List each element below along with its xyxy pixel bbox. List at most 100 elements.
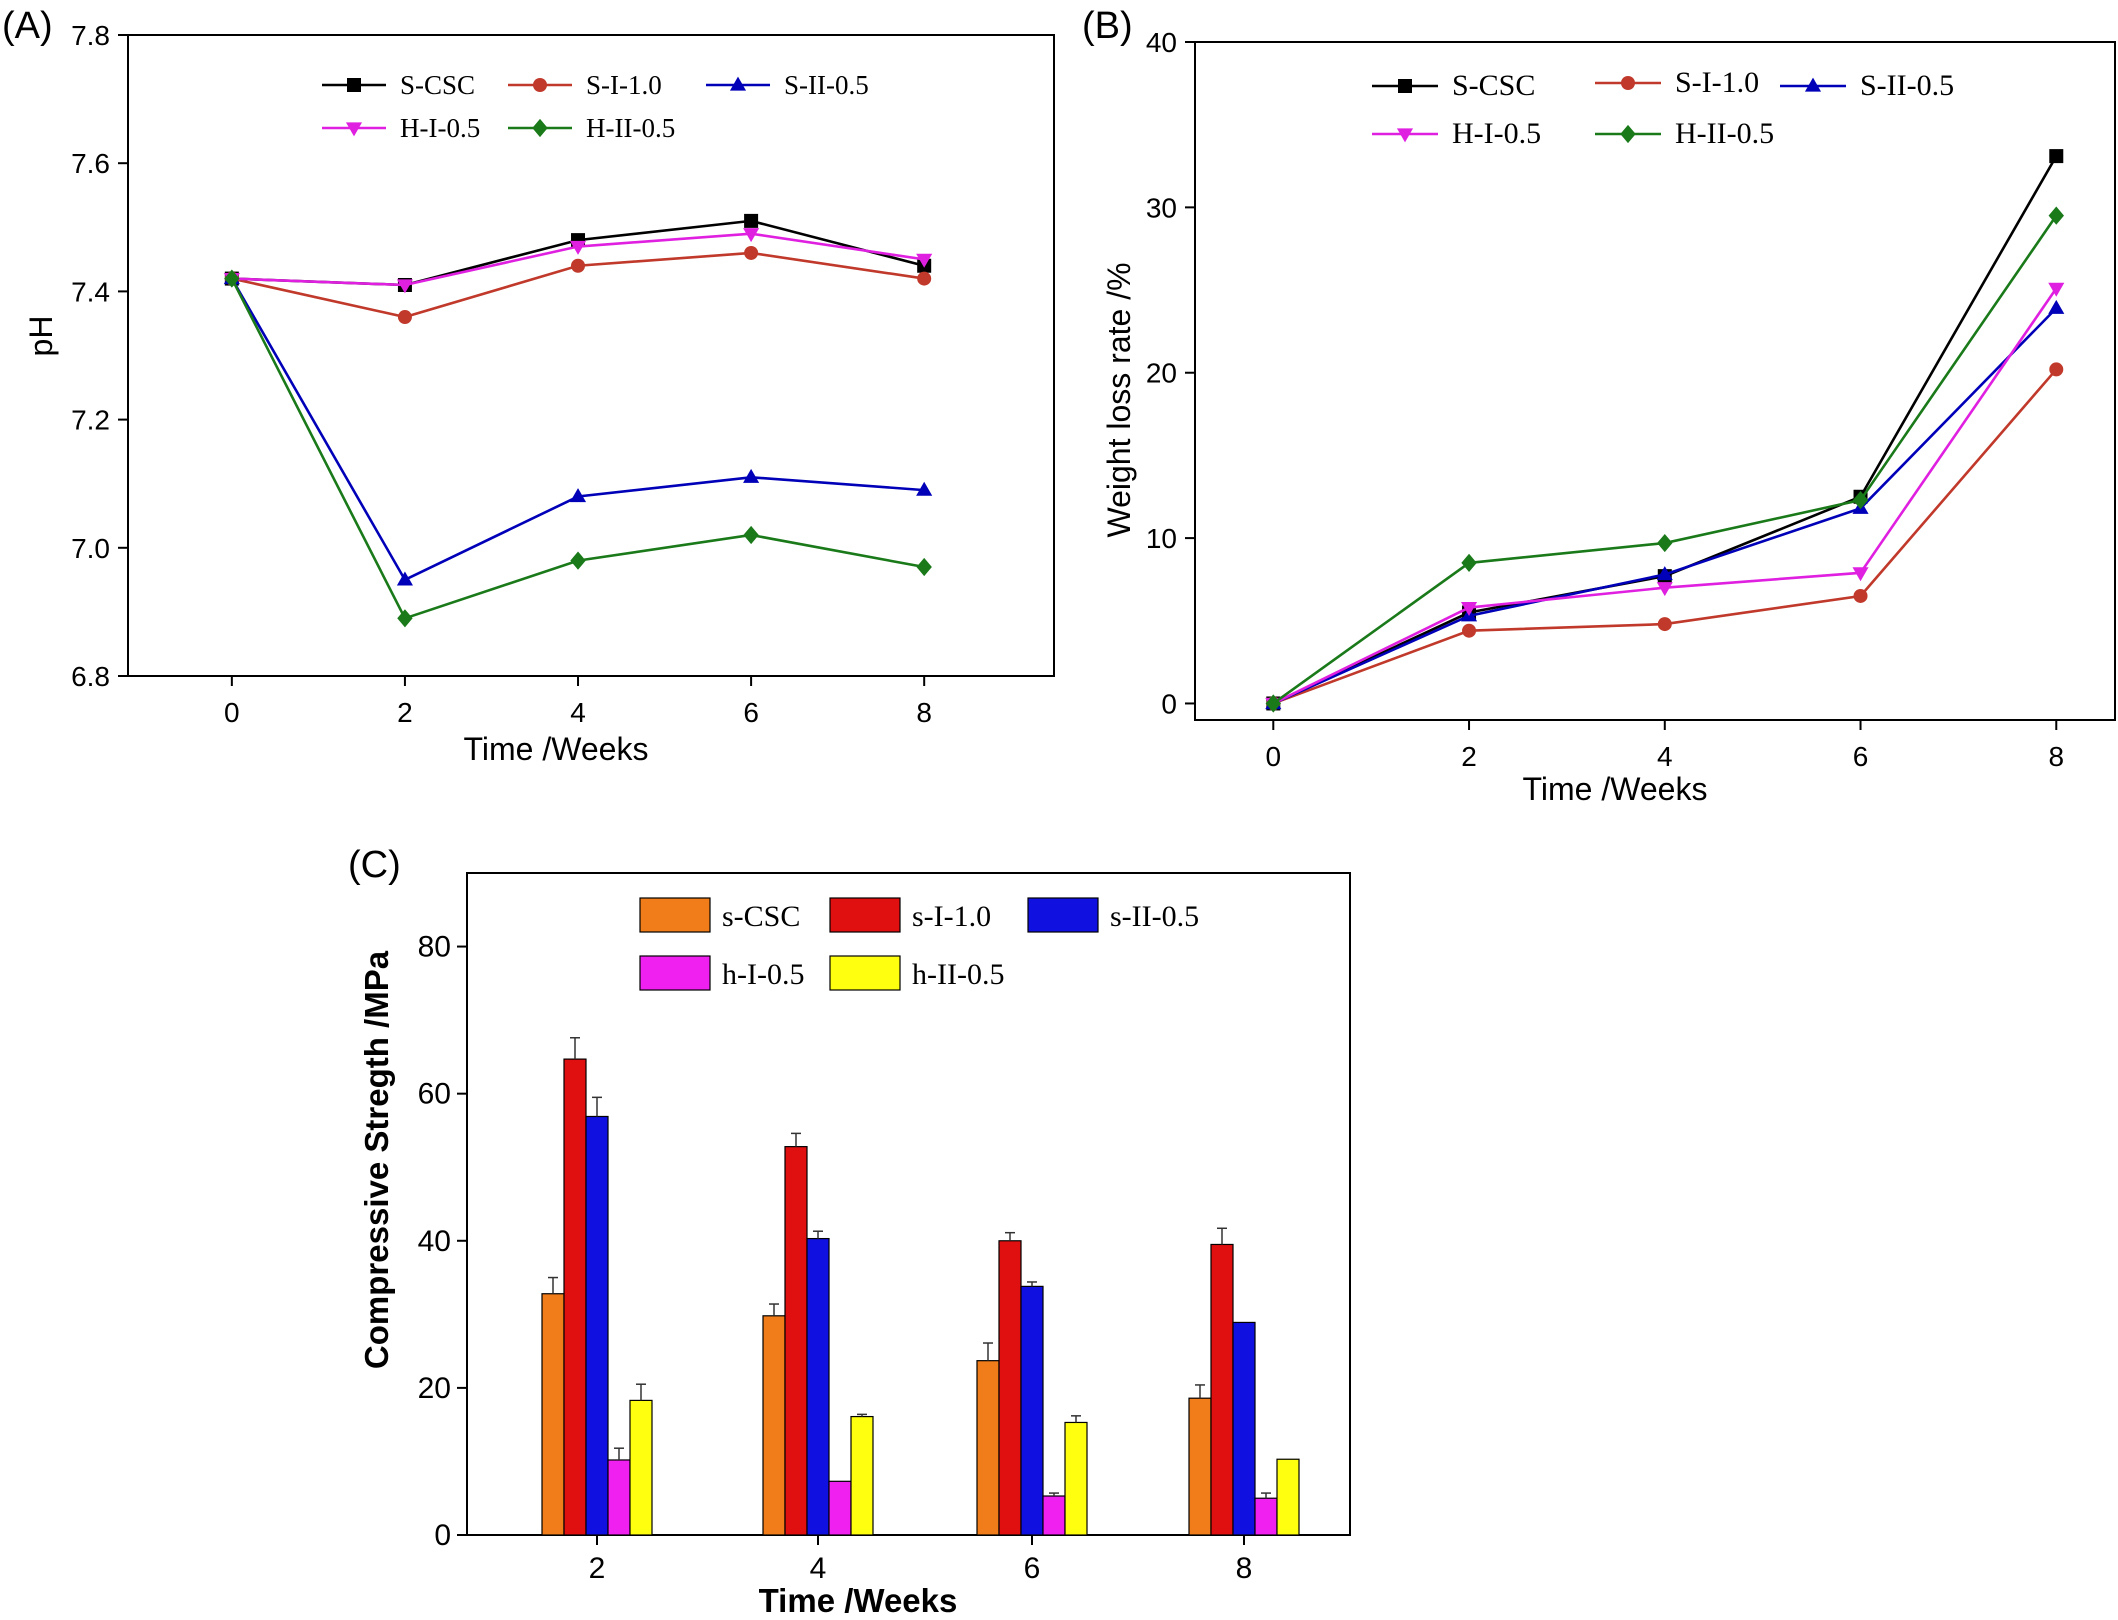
data-point-h-ii-0-5-8 [916,557,932,577]
data-point-h-i-0-5-2 [396,279,413,294]
legend-label-h-ii-0-5: H-II-0.5 [586,113,675,143]
panel-b-label: (B) [1082,5,1133,47]
legend-swatch-s-ii-0-5 [1027,897,1099,933]
legend-label-h-i-0-5: H-I-0.5 [400,113,480,143]
y-tick-label-7.4: 7.4 [71,276,110,307]
data-point-h-i-0-5-6 [743,228,760,243]
y-tick-label-40: 40 [1146,27,1177,58]
data-point-h-ii-0-5-0 [224,269,240,288]
data-point-h-i-0-5-4 [569,240,587,255]
data-point-s-i-1-0-8 [917,271,932,286]
y-tick-label-0: 0 [434,1519,451,1552]
bar-h-i-0-5-week-4 [828,1480,852,1536]
legend-marker-h-i-0-5 [345,122,363,137]
bar-s-ii-0-5-week-4 [806,1237,830,1536]
panel-c-y-axis-title: Compressive Stregth /MPa [358,950,395,1369]
y-tick-label-7.2: 7.2 [71,405,110,436]
bar-h-i-0-5-week-8 [1254,1497,1278,1536]
data-point-h-i-0-5-2 [1460,601,1478,616]
legend-label-s-csc: s-CSC [722,900,800,933]
y-tick-label-7.0: 7.0 [71,533,110,564]
panel-c-chart: (C) Time /Weeks Compressive Stregth /MPa… [348,844,1351,1619]
data-point-s-i-1-0-4 [571,258,586,273]
data-point-s-i-1-0-2 [397,310,412,325]
data-point-h-ii-0-5-8 [2048,206,2064,225]
legend-label-s-csc: S-CSC [1452,69,1535,102]
data-point-s-ii-0-5-2 [396,571,413,586]
x-tick-label-2: 2 [589,1552,606,1585]
panel-b-x-axis-title: Time /Weeks [1523,771,1708,807]
y-tick-label-40: 40 [418,1225,451,1258]
legend-marker-h-i-0-5 [1396,128,1414,143]
bar-s-csc-week-8 [1188,1397,1212,1536]
x-tick-label-8: 8 [1236,1552,1253,1585]
data-point-s-i-1-0-8 [2049,362,2064,377]
legend-label-h-i-0-5: H-I-0.5 [1452,117,1541,150]
data-point-s-csc-8 [2049,149,2064,164]
bar-s-i-1-0-week-4 [784,1146,808,1536]
x-tick-label-8: 8 [2048,741,2064,772]
legend-label-s-csc: S-CSC [400,70,475,100]
x-tick-label-2: 2 [397,697,413,728]
bar-h-i-0-5-week-2 [607,1459,631,1536]
data-point-s-i-1-0-6 [1853,588,1868,603]
legend-marker-s-csc [1398,79,1412,93]
legend-label-s-ii-0-5: S-II-0.5 [784,70,869,100]
data-point-s-i-1-0-4 [1657,617,1672,632]
x-tick-label-4: 4 [570,697,586,728]
data-point-h-ii-0-5-2 [1461,553,1477,573]
legend-marker-s-i-1-0 [533,78,547,92]
legend-label-h-i-0-5: h-I-0.5 [722,958,804,991]
legend-marker-h-ii-0-5 [1620,124,1636,144]
data-point-h-ii-0-5-4 [570,551,586,570]
bar-h-ii-0-5-week-6 [1064,1421,1088,1536]
data-point-s-ii-0-5-8 [916,481,933,496]
x-tick-label-0: 0 [224,697,240,728]
legend-marker-s-csc [347,78,361,92]
bar-h-ii-0-5-week-8 [1276,1458,1300,1536]
y-tick-label-20: 20 [418,1372,451,1405]
data-point-h-ii-0-5-4 [1657,533,1673,553]
legend-marker-s-ii-0-5 [729,76,747,91]
panel-c-label: (C) [348,844,401,886]
panel-a-x-axis-title: Time /Weeks [464,731,649,767]
bar-s-ii-0-5-week-8 [1232,1321,1256,1536]
legend-marker-h-ii-0-5 [532,118,548,138]
data-point-s-i-1-0-2 [1462,623,1477,638]
panel-b-plot-frame [1194,41,2116,721]
bar-s-i-1-0-week-2 [563,1058,587,1536]
x-tick-label-4: 4 [810,1552,827,1585]
data-point-s-ii-0-5-4 [569,488,587,503]
panel-a-y-axis-title: pH [23,316,59,357]
bar-h-i-0-5-week-6 [1042,1495,1066,1536]
legend-swatch-s-csc [639,897,711,933]
bar-s-csc-week-4 [762,1315,786,1536]
data-point-h-i-0-5-6 [1852,567,1869,582]
bar-h-ii-0-5-week-4 [850,1415,874,1536]
x-tick-label-4: 4 [1657,741,1673,772]
data-point-h-i-0-5-8 [2048,282,2065,297]
series-line-s-ii-0-5 [230,277,925,582]
data-point-h-i-0-5-4 [1656,582,1673,597]
legend-label-s-i-1-0: s-I-1.0 [912,900,991,933]
legend-label-s-ii-0-5: s-II-0.5 [1110,900,1199,933]
panel-a-chart: (A) Time /Weeks pH 0 2 4 6 8 6.8 7.0 7.2 7.4 7.6 7… [2,5,1055,767]
panel-c-plot-frame [466,872,1351,1536]
series-line-h-i-0-5 [1272,287,2058,705]
y-tick-label-60: 60 [418,1078,451,1111]
data-point-s-ii-0-5-6 [743,468,760,483]
y-tick-label-20: 20 [1146,358,1177,389]
panel-a-plot-frame [127,34,1055,677]
bar-s-i-1-0-week-8 [1210,1243,1234,1536]
data-point-s-ii-0-5-4 [1656,566,1673,581]
data-point-h-ii-0-5-0 [1265,694,1281,713]
legend-label-s-i-1-0: S-I-1.0 [1675,66,1759,99]
y-tick-label-7.6: 7.6 [71,148,110,179]
bar-s-ii-0-5-week-6 [1020,1285,1044,1536]
data-point-h-ii-0-5-6 [743,525,759,545]
legend-label-h-ii-0-5: h-II-0.5 [912,958,1004,991]
bar-s-csc-week-2 [541,1293,565,1536]
y-tick-label-0: 0 [1161,688,1177,719]
x-tick-label-6: 6 [1853,741,1869,772]
